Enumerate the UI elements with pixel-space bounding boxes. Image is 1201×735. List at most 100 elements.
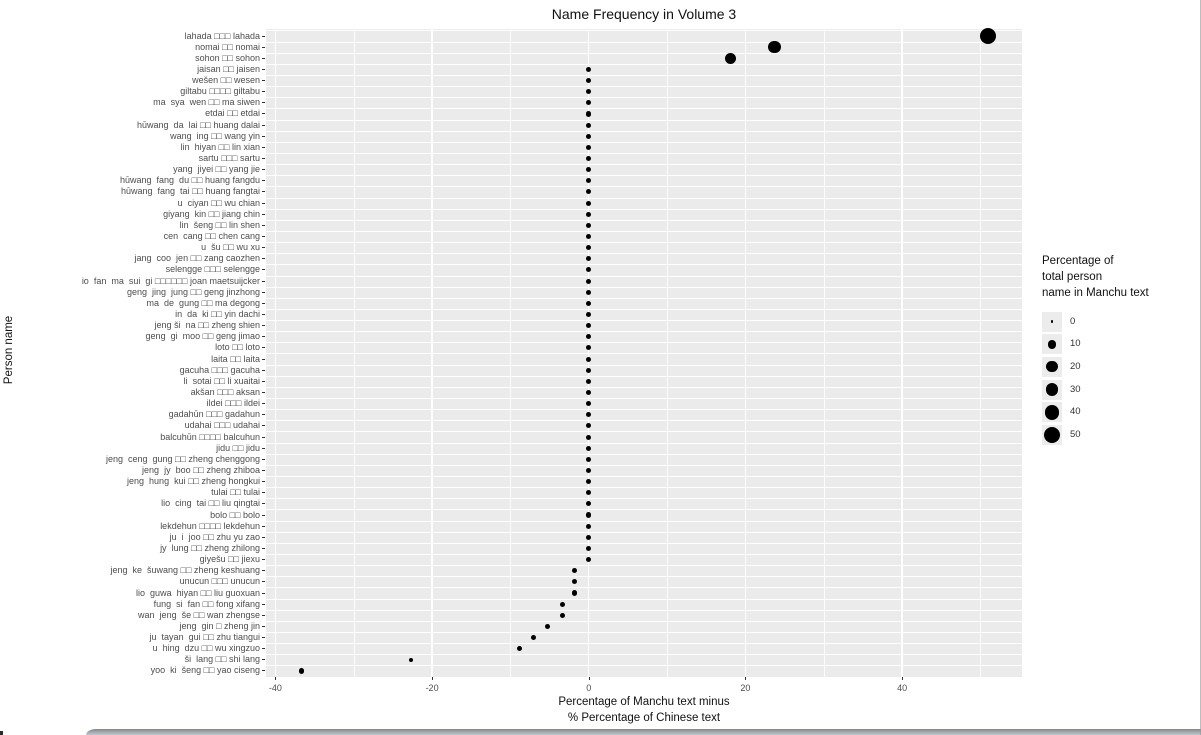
data-point	[517, 646, 523, 652]
y-axis-label: ma de gung □□ ma degong	[146, 297, 260, 308]
horizontal-gridline	[266, 130, 1022, 132]
data-point	[586, 222, 592, 228]
data-point	[586, 378, 592, 384]
y-axis-label: yang jiyei □□ yang jie	[173, 164, 260, 175]
y-tick-mark	[262, 269, 265, 271]
horizontal-gridline	[266, 175, 1022, 177]
horizontal-gridline	[266, 41, 1022, 43]
y-tick-mark	[262, 380, 265, 382]
y-axis-label: jeng ši na □□ zheng shien	[154, 320, 260, 331]
data-point	[586, 545, 592, 551]
data-point	[408, 657, 414, 663]
y-axis-label: lekdehun □□□□ lekdehun	[160, 520, 260, 531]
legend-key-swatch	[1042, 334, 1062, 355]
y-axis-label: u šu □□ wu xu	[201, 242, 260, 253]
horizontal-gridline	[266, 219, 1022, 221]
horizontal-gridline	[266, 275, 1022, 277]
horizontal-gridline	[266, 320, 1022, 322]
data-point	[531, 635, 537, 641]
y-tick-mark	[262, 57, 265, 59]
legend-label: 50	[1070, 429, 1081, 440]
y-tick-mark	[262, 581, 265, 583]
legend-key-dot	[1044, 427, 1060, 443]
y-axis-label: jeng ke šuwang □□ zheng keshuang	[110, 565, 260, 576]
legend-key-swatch	[1042, 311, 1062, 332]
y-tick-mark	[262, 336, 265, 338]
legend-title-line1: Percentage of	[1042, 255, 1114, 267]
data-point	[586, 311, 592, 318]
data-point	[586, 523, 592, 529]
data-point	[572, 579, 578, 585]
minor-gridline	[980, 29, 982, 677]
y-tick-mark	[262, 258, 265, 260]
data-point	[586, 345, 592, 351]
data-point	[586, 300, 592, 306]
data-point	[586, 334, 592, 340]
y-axis-label: fung si fan □□ fong xifang	[153, 598, 260, 609]
horizontal-gridline	[266, 643, 1022, 645]
y-tick-mark	[262, 135, 265, 137]
y-tick-mark	[262, 68, 265, 70]
data-point	[586, 111, 592, 117]
legend-key-swatch	[1042, 379, 1062, 400]
y-axis-label: selengge □□□ selengge	[165, 264, 260, 275]
x-tick-mark	[902, 677, 904, 680]
data-point	[572, 590, 578, 596]
x-tick-label: -40	[268, 683, 282, 693]
data-point	[586, 479, 592, 485]
y-tick-mark	[262, 603, 265, 605]
legend-title-line3: name in Manchu text	[1042, 287, 1149, 299]
minor-gridline	[510, 29, 512, 677]
y-axis-label: jy lung □□ zheng zhilong	[160, 542, 260, 553]
x-tick-mark	[588, 677, 590, 680]
y-tick-mark	[262, 369, 265, 371]
y-tick-mark	[262, 169, 265, 171]
y-tick-mark	[262, 525, 265, 527]
y-axis-label: giltabu □□□□ giltabu	[180, 86, 260, 97]
x-tick-mark	[432, 677, 434, 680]
y-tick-mark	[262, 458, 265, 460]
horizontal-gridline	[266, 386, 1022, 388]
horizontal-gridline	[266, 197, 1022, 199]
y-axis-label: cen cang □□ chen cang	[163, 231, 260, 242]
y-tick-mark	[262, 648, 265, 650]
horizontal-gridline	[266, 576, 1022, 578]
data-point	[586, 267, 592, 273]
x-tick-label: 20	[740, 683, 751, 693]
y-tick-mark	[262, 659, 265, 661]
legend-key-swatch	[1042, 425, 1062, 445]
y-axis-label: hūwang fang du □□ huang fangdu	[120, 175, 260, 186]
legend-key-dot	[1046, 361, 1058, 373]
y-tick-mark	[262, 481, 265, 483]
y-axis-label: jang coo jen □□ zang caozhen	[134, 253, 260, 264]
y-axis-label: jidu □□ jidu	[216, 442, 260, 453]
y-axis-label: ju i joo □□ zhu yu zao	[169, 531, 260, 542]
y-tick-mark	[262, 547, 265, 549]
y-axis-title: Person name	[3, 315, 15, 385]
chart-title: Name Frequency in Volume 3	[551, 6, 737, 22]
data-point	[586, 401, 592, 407]
x-tick-mark	[745, 677, 747, 680]
horizontal-gridline	[266, 398, 1022, 400]
data-point	[586, 289, 592, 295]
window-bottom-bar	[86, 729, 1201, 735]
y-tick-mark	[262, 180, 265, 182]
y-axis-label: geng jing jung □□ geng jinzhong	[127, 286, 260, 297]
horizontal-gridline	[266, 520, 1022, 522]
y-tick-mark	[262, 391, 265, 393]
data-point	[586, 423, 592, 429]
y-tick-mark	[262, 236, 265, 238]
y-tick-mark	[262, 291, 265, 293]
y-axis-label: li sotai □□ li xuaitai	[183, 375, 260, 386]
horizontal-gridline	[266, 498, 1022, 500]
y-tick-mark	[262, 35, 265, 37]
horizontal-gridline	[266, 420, 1022, 422]
legend-label: 20	[1070, 360, 1081, 372]
y-tick-mark	[262, 559, 265, 561]
data-point	[725, 52, 737, 64]
horizontal-gridline	[266, 487, 1022, 489]
horizontal-gridline	[266, 409, 1022, 411]
x-axis-title-line1: Percentage of Manchu text minus	[558, 696, 730, 708]
data-point	[586, 178, 592, 184]
